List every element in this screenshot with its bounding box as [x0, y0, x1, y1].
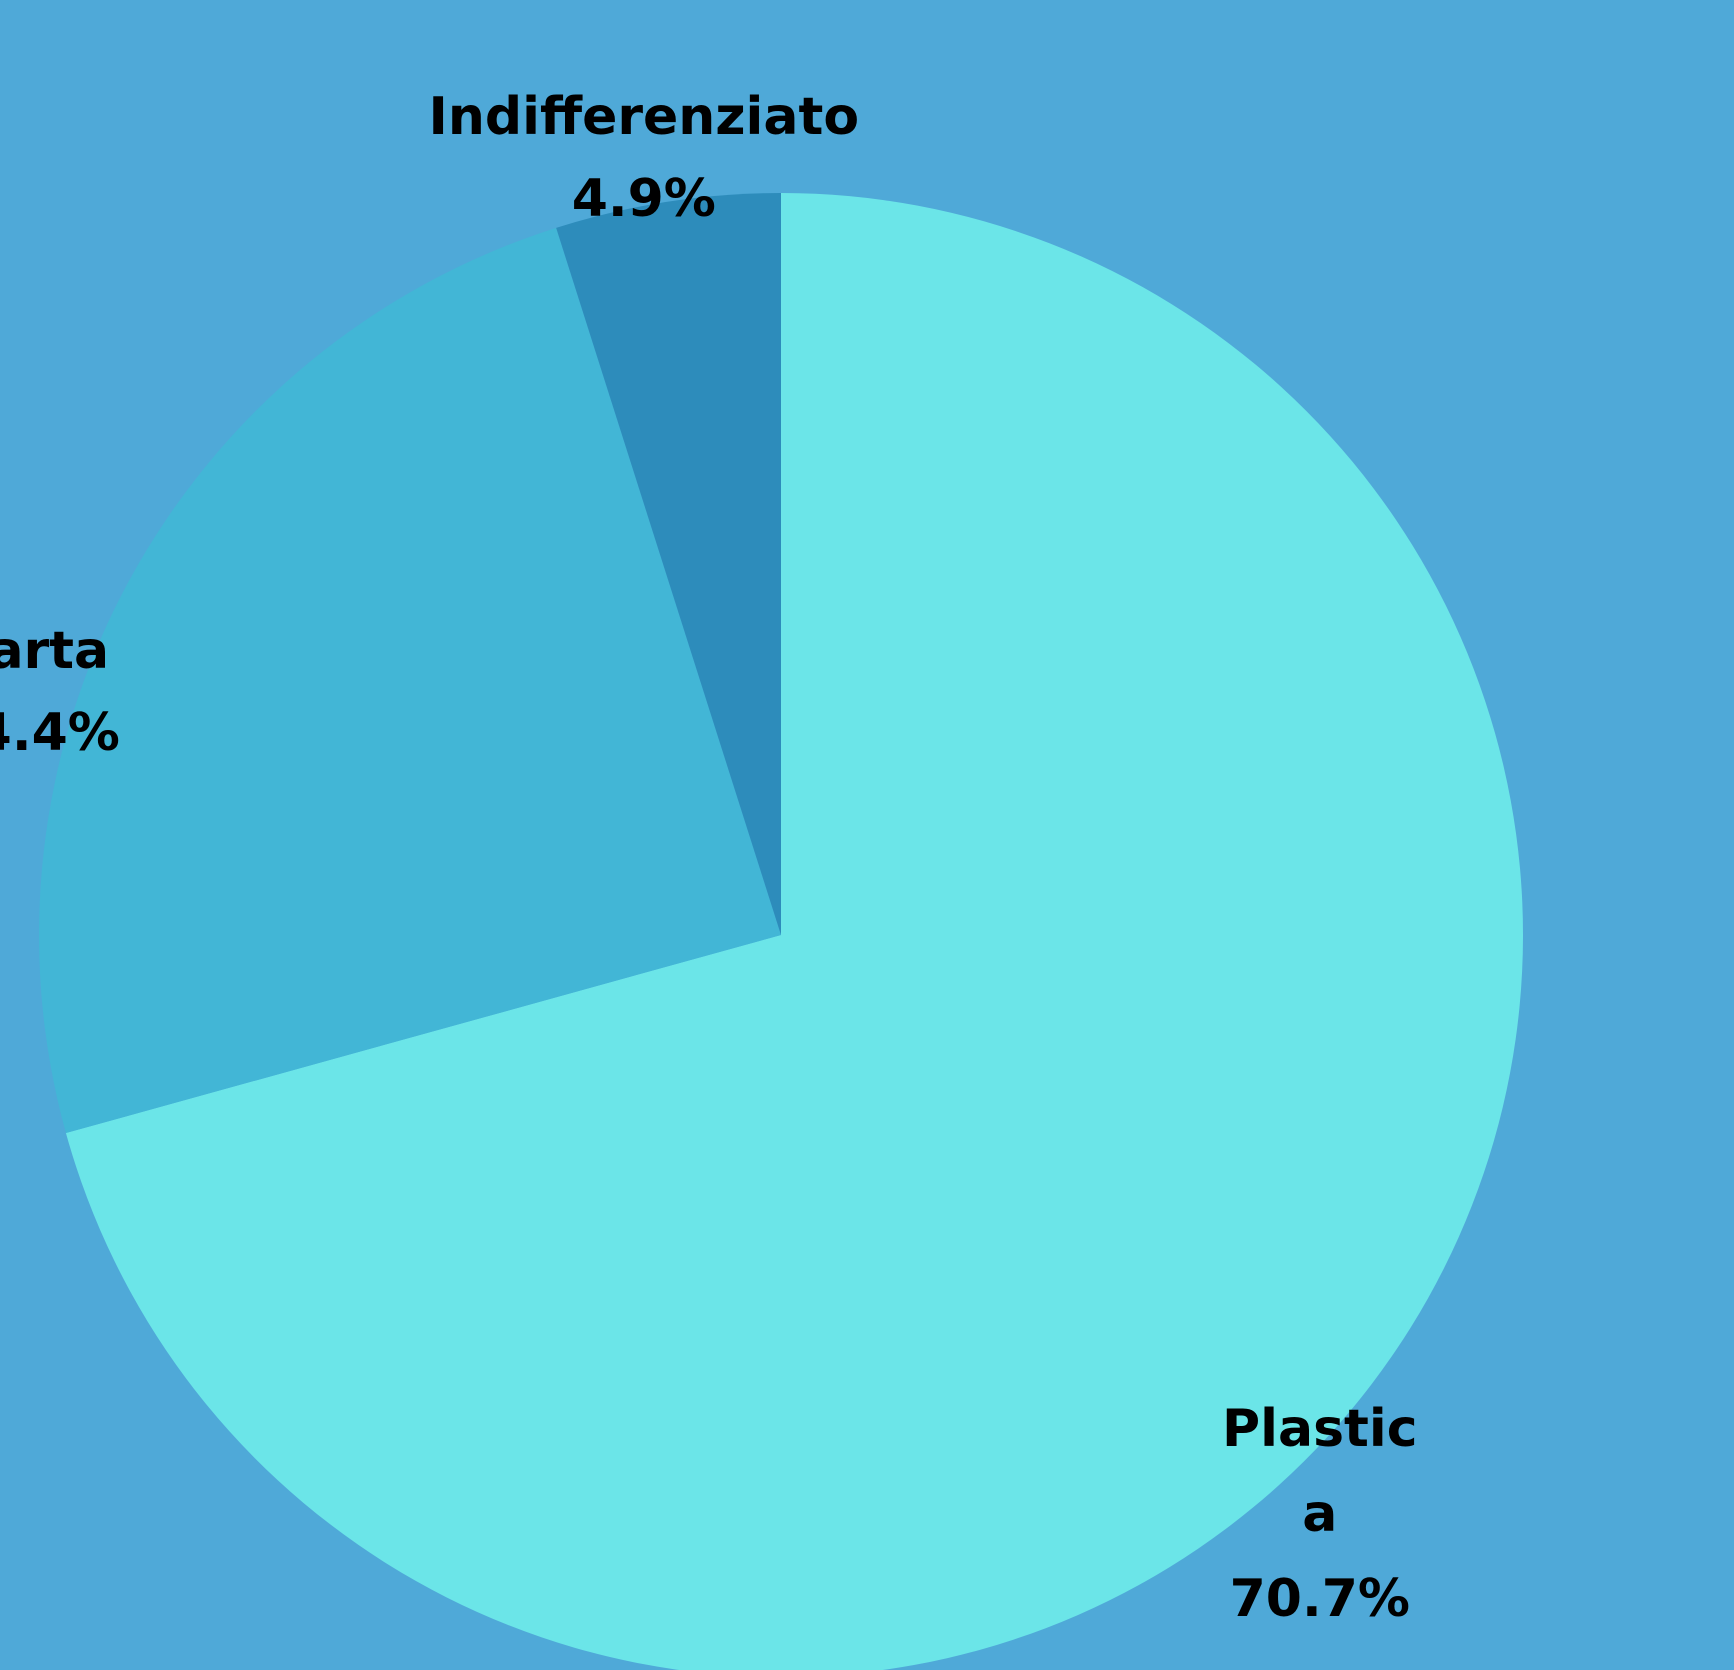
slice-name-label: Carta: [0, 621, 109, 681]
slice-label-carta: Carta 24.4%: [0, 621, 120, 763]
labels-layer: Plastic a 70.7% Carta 24.4% Indifferenziato 4.…: [0, 87, 1418, 1629]
pie-slice-carta: [39, 227, 781, 1134]
slice-value-label: 4.9%: [572, 169, 716, 229]
slice-label-plastica: Plastic a 70.7%: [1222, 1399, 1417, 1629]
slice-name-label: Plastic: [1222, 1399, 1417, 1459]
slice-value-label: 24.4%: [0, 703, 120, 763]
slices-layer: [39, 193, 1523, 1670]
slice-value-label: 70.7%: [1230, 1569, 1410, 1629]
pie-slice-indifferenziato: [556, 193, 781, 935]
slice-label-indifferenziato: Indifferenziato 4.9%: [429, 87, 860, 229]
slice-name-label: Indifferenziato: [429, 87, 860, 147]
pie-slice-plastica: [65, 193, 1523, 1670]
slice-name-label: a: [1302, 1484, 1337, 1544]
